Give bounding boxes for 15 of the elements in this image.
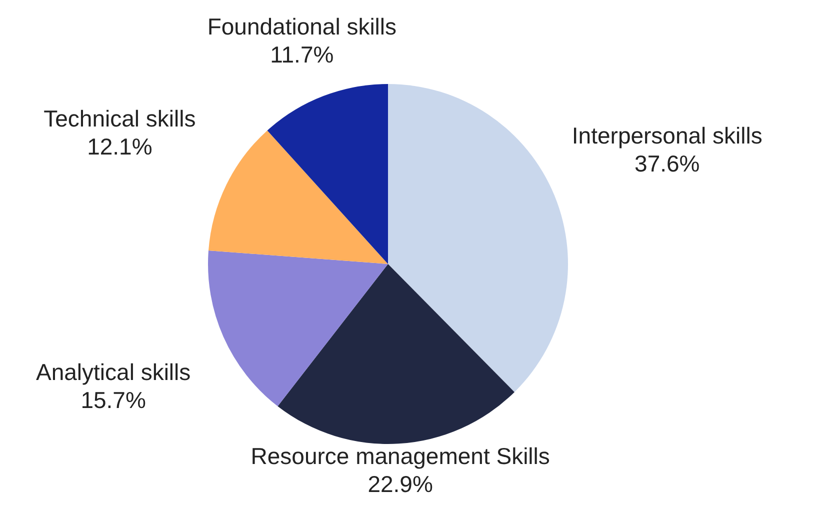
pie-slice xyxy=(267,84,388,264)
slice-label: Analytical skills xyxy=(36,358,191,385)
pie-slice xyxy=(208,250,388,406)
data-label: 12.1% xyxy=(87,134,152,160)
slice-label: Interpersonal skills xyxy=(572,122,762,148)
slice-label: Foundational skills xyxy=(207,13,397,40)
pie-slice xyxy=(388,84,568,392)
data-label: 22.9% xyxy=(368,471,433,498)
data-label: 11.7% xyxy=(270,41,334,68)
data-label: 37.6% xyxy=(634,150,700,176)
pie-slice xyxy=(278,264,514,444)
data-label: 15.7% xyxy=(80,386,146,413)
slice-label: Resource management Skills xyxy=(250,443,550,470)
pie-slice xyxy=(208,130,388,264)
slice-label: Technical skills xyxy=(44,106,196,132)
